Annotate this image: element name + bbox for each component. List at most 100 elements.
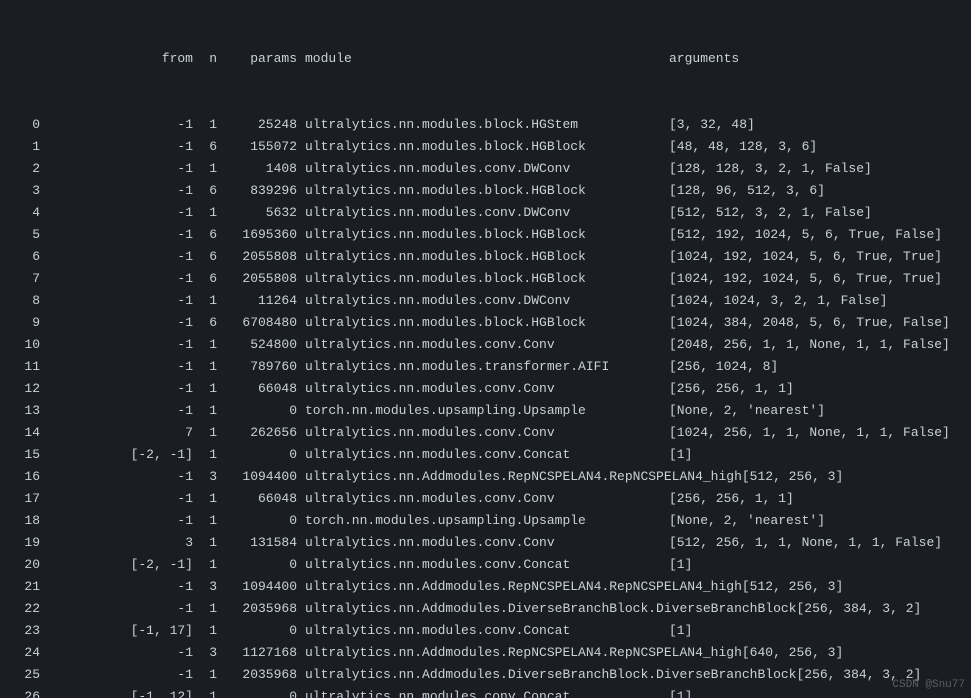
cell-args: [1024, 192, 1024, 5, 6, True, True] [669,268,971,290]
cell-n: 1 [193,554,217,576]
cell-idx: 12 [0,378,40,400]
table-row: 1471262656ultralytics.nn.modules.conv.Co… [0,422,971,444]
cell-idx: 10 [0,334,40,356]
cell-module: ultralytics.nn.modules.block.HGBlock [297,312,669,334]
cell-idx: 21 [0,576,40,598]
table-row: 16-131094400ultralytics.nn.Addmodules.Re… [0,466,971,488]
cell-params: 66048 [217,488,297,510]
cell-n: 1 [193,620,217,642]
cell-idx: 5 [0,224,40,246]
cell-module: ultralytics.nn.modules.conv.DWConv [297,202,669,224]
cell-module: ultralytics.nn.modules.conv.Concat [297,620,669,642]
cell-idx: 26 [0,686,40,698]
cell-idx: 4 [0,202,40,224]
cell-args: [1] [669,620,971,642]
cell-params: 66048 [217,378,297,400]
table-row: 24-131127168ultralytics.nn.Addmodules.Re… [0,642,971,664]
header-params: params [217,48,297,70]
cell-module: ultralytics.nn.modules.conv.Conv [297,334,669,356]
cell-params: 0 [217,444,297,466]
cell-params: 262656 [217,422,297,444]
cell-n: 6 [193,268,217,290]
cell-from: [-2, -1] [40,554,193,576]
cell-n: 3 [193,642,217,664]
table-row: 1-16155072ultralytics.nn.modules.block.H… [0,136,971,158]
cell-n: 1 [193,422,217,444]
table-row: 8-1111264ultralytics.nn.modules.conv.DWC… [0,290,971,312]
cell-idx: 13 [0,400,40,422]
cell-from: 7 [40,422,193,444]
cell-params: 5632 [217,202,297,224]
cell-params: 0 [217,620,297,642]
cell-args: [512, 256, 1, 1, None, 1, 1, False] [669,532,971,554]
cell-module: ultralytics.nn.modules.block.HGStem [297,114,669,136]
cell-params: 1695360 [217,224,297,246]
table-row: 22-112035968ultralytics.nn.Addmodules.Di… [0,598,971,620]
cell-n: 1 [193,356,217,378]
cell-n: 6 [193,136,217,158]
table-row: 0-1125248ultralytics.nn.modules.block.HG… [0,114,971,136]
cell-module: ultralytics.nn.modules.conv.DWConv [297,290,669,312]
table-row: 6-162055808ultralytics.nn.modules.block.… [0,246,971,268]
cell-params: 25248 [217,114,297,136]
cell-args: [1024, 1024, 3, 2, 1, False] [669,290,971,312]
cell-idx: 9 [0,312,40,334]
table-row: 25-112035968ultralytics.nn.Addmodules.Di… [0,664,971,686]
cell-n: 1 [193,444,217,466]
cell-params: 11264 [217,290,297,312]
cell-args: [2048, 256, 1, 1, None, 1, 1, False] [669,334,971,356]
cell-n: 1 [193,400,217,422]
cell-from: -1 [40,136,193,158]
table-row: 12-1166048ultralytics.nn.modules.conv.Co… [0,378,971,400]
cell-n: 6 [193,246,217,268]
table-row: 5-161695360ultralytics.nn.modules.block.… [0,224,971,246]
cell-from: -1 [40,642,193,664]
cell-from: -1 [40,268,193,290]
cell-idx: 20 [0,554,40,576]
cell-from: [-2, -1] [40,444,193,466]
cell-n: 1 [193,598,217,620]
cell-params: 839296 [217,180,297,202]
cell-n: 6 [193,180,217,202]
cell-from: -1 [40,356,193,378]
cell-from: -1 [40,246,193,268]
cell-from: [-1, 17] [40,620,193,642]
cell-args: [1024, 384, 2048, 5, 6, True, False] [669,312,971,334]
cell-idx: 17 [0,488,40,510]
cell-module: ultralytics.nn.modules.conv.Concat [297,554,669,576]
cell-from: -1 [40,114,193,136]
cell-from: -1 [40,202,193,224]
table-body: 0-1125248ultralytics.nn.modules.block.HG… [0,114,971,698]
table-row: 23[-1, 17]10ultralytics.nn.modules.conv.… [0,620,971,642]
cell-args: [512, 512, 3, 2, 1, False] [669,202,971,224]
table-header-row: from n params module arguments [0,48,971,70]
cell-module: torch.nn.modules.upsampling.Upsample [297,510,669,532]
cell-from: -1 [40,466,193,488]
cell-idx: 11 [0,356,40,378]
cell-module: ultralytics.nn.modules.transformer.AIFI [297,356,669,378]
cell-module-inline: ultralytics.nn.Addmodules.DiverseBranchB… [297,664,971,686]
cell-module: ultralytics.nn.modules.conv.Conv [297,488,669,510]
cell-idx: 24 [0,642,40,664]
cell-module: ultralytics.nn.modules.conv.Concat [297,686,669,698]
table-row: 15[-2, -1]10ultralytics.nn.modules.conv.… [0,444,971,466]
cell-params: 1094400 [217,576,297,598]
cell-from: -1 [40,576,193,598]
cell-args: [256, 1024, 8] [669,356,971,378]
table-row: 10-11524800ultralytics.nn.modules.conv.C… [0,334,971,356]
cell-args: [256, 256, 1, 1] [669,488,971,510]
cell-args: [1024, 256, 1, 1, None, 1, 1, False] [669,422,971,444]
cell-module: ultralytics.nn.modules.block.HGBlock [297,180,669,202]
cell-idx: 25 [0,664,40,686]
header-module: module [297,48,669,70]
cell-params: 789760 [217,356,297,378]
cell-n: 1 [193,664,217,686]
cell-module-inline: ultralytics.nn.Addmodules.RepNCSPELAN4.R… [297,576,971,598]
cell-params: 0 [217,686,297,698]
table-row: 26[-1, 12]10ultralytics.nn.modules.conv.… [0,686,971,698]
cell-module-inline: ultralytics.nn.Addmodules.RepNCSPELAN4.R… [297,642,971,664]
cell-idx: 2 [0,158,40,180]
terminal-output: from n params module arguments 0-1125248… [0,0,971,698]
cell-n: 1 [193,378,217,400]
cell-idx: 14 [0,422,40,444]
